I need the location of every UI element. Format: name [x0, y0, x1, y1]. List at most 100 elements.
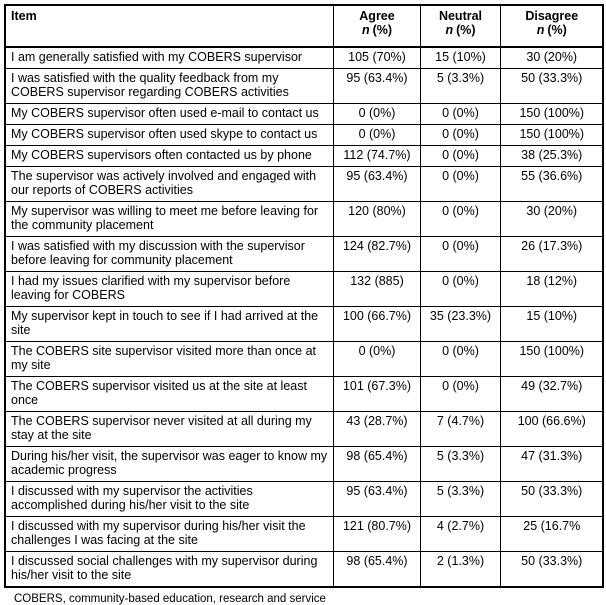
neutral-cell: 15 (10%)	[419, 46, 501, 69]
neutral-cell: 0 (0%)	[419, 103, 501, 125]
pct-symbol: (%)	[456, 23, 476, 37]
col-header-neutral-npct: n (%)	[426, 23, 496, 37]
col-header-agree: Agree n (%)	[332, 4, 421, 48]
disagree-cell: 38 (25.3%)	[499, 145, 604, 167]
agree-cell: 112 (74.7%)	[332, 145, 421, 167]
disagree-cell: 30 (20%)	[499, 46, 604, 69]
disagree-cell: 49 (32.7%)	[499, 376, 604, 412]
header-row: Item Agree n (%) Neutral n (%) Disagree n(…	[4, 4, 604, 48]
neutral-cell: 5 (3.3%)	[419, 481, 501, 517]
n-symbol: n	[536, 23, 545, 37]
table-row: I discussed with my supervisor during hi…	[4, 516, 604, 552]
neutral-cell: 2 (1.3%)	[419, 551, 501, 588]
table-row: I was satisfied with my discussion with …	[4, 236, 604, 272]
table-row: My COBERS supervisor often used e-mail t…	[4, 103, 604, 125]
neutral-cell: 0 (0%)	[419, 145, 501, 167]
agree-cell: 121 (80.7%)	[332, 516, 421, 552]
agree-cell: 43 (28.7%)	[332, 411, 421, 447]
col-header-neutral: Neutral n (%)	[419, 4, 501, 48]
table-row: The COBERS supervisor visited us at the …	[4, 376, 604, 412]
disagree-cell: 15 (10%)	[499, 306, 604, 342]
pct-symbol: (%)	[372, 23, 393, 37]
disagree-cell: 50 (33.3%)	[499, 481, 604, 517]
item-cell: I had my issues clarified with my superv…	[4, 271, 334, 307]
table-row: My COBERS supervisor often used skype to…	[4, 124, 604, 146]
disagree-cell: 30 (20%)	[499, 201, 604, 237]
agree-cell: 95 (63.4%)	[332, 68, 421, 104]
neutral-cell: 7 (4.7%)	[419, 411, 501, 447]
item-cell: During his/her visit, the supervisor was…	[4, 446, 334, 482]
table-row: The supervisor was actively involved and…	[4, 166, 604, 202]
col-header-disagree-npct: n (%)	[506, 23, 599, 37]
disagree-cell: 150 (100%)	[499, 124, 604, 146]
table-row: I was satisfied with the quality feedbac…	[4, 68, 604, 104]
table-row: The COBERS site supervisor visited more …	[4, 341, 604, 377]
table-row: The COBERS supervisor never visited at a…	[4, 411, 604, 447]
neutral-cell: 0 (0%)	[419, 271, 501, 307]
table-row: During his/her visit, the supervisor was…	[4, 446, 604, 482]
neutral-cell: 5 (3.3%)	[419, 68, 501, 104]
disagree-cell: 50 (33.3%)	[499, 551, 604, 588]
agree-cell: 95 (63.4%)	[332, 481, 421, 517]
item-cell: The COBERS supervisor never visited at a…	[4, 411, 334, 447]
item-cell: My COBERS supervisor often used skype to…	[4, 124, 334, 146]
agree-cell: 0 (0%)	[332, 103, 421, 125]
agree-cell: 0 (0%)	[332, 124, 421, 146]
neutral-cell: 35 (23.3%)	[419, 306, 501, 342]
item-cell: My supervisor was willing to meet me bef…	[4, 201, 334, 237]
table-row: I discussed with my supervisor the activ…	[4, 481, 604, 517]
neutral-cell: 0 (0%)	[419, 236, 501, 272]
agree-cell: 120 (80%)	[332, 201, 421, 237]
agree-cell: 105 (70%)	[332, 46, 421, 69]
results-table: Item Agree n (%) Neutral n (%) Disagree n(…	[4, 4, 604, 588]
item-cell: I discussed with my supervisor the activ…	[4, 481, 334, 517]
agree-cell: 101 (67.3%)	[332, 376, 421, 412]
item-cell: My supervisor kept in touch to see if I …	[4, 306, 334, 342]
table-row: My supervisor kept in touch to see if I …	[4, 306, 604, 342]
agree-cell: 95 (63.4%)	[332, 166, 421, 202]
item-cell: My COBERS supervisor often used e-mail t…	[4, 103, 334, 125]
neutral-cell: 0 (0%)	[419, 376, 501, 412]
disagree-cell: 150 (100%)	[499, 341, 604, 377]
item-cell: I was satisfied with the quality feedbac…	[4, 68, 334, 104]
n-symbol: n	[445, 23, 454, 37]
table-row: I discussed social challenges with my su…	[4, 551, 604, 588]
disagree-cell: 25 (16.7%	[499, 516, 604, 552]
item-cell: The COBERS site supervisor visited more …	[4, 341, 334, 377]
table-row: My supervisor was willing to meet me bef…	[4, 201, 604, 237]
item-cell: I was satisfied with my discussion with …	[4, 236, 334, 272]
item-cell: The COBERS supervisor visited us at the …	[4, 376, 334, 412]
agree-cell: 132 (885)	[332, 271, 421, 307]
disagree-cell: 150 (100%)	[499, 103, 604, 125]
disagree-cell: 18 (12%)	[499, 271, 604, 307]
disagree-cell: 26 (17.3%)	[499, 236, 604, 272]
col-header-agree-npct: n (%)	[339, 23, 416, 37]
n-symbol: n	[361, 23, 370, 37]
agree-cell: 98 (65.4%)	[332, 551, 421, 588]
table-body: I am generally satisfied with my COBERS …	[4, 46, 604, 588]
item-cell: I discussed social challenges with my su…	[4, 551, 334, 588]
col-header-disagree: Disagree n (%)	[499, 4, 604, 48]
agree-cell: 98 (65.4%)	[332, 446, 421, 482]
item-cell: I discussed with my supervisor during hi…	[4, 516, 334, 552]
neutral-cell: 0 (0%)	[419, 341, 501, 377]
col-header-disagree-label: Disagree	[525, 9, 579, 23]
agree-cell: 100 (66.7%)	[332, 306, 421, 342]
disagree-cell: 50 (33.3%)	[499, 68, 604, 104]
table-row: My COBERS supervisors often contacted us…	[4, 145, 604, 167]
neutral-cell: 0 (0%)	[419, 124, 501, 146]
neutral-cell: 0 (0%)	[419, 201, 501, 237]
table-row: I had my issues clarified with my superv…	[4, 271, 604, 307]
item-cell: The supervisor was actively involved and…	[4, 166, 334, 202]
table-row: I am generally satisfied with my COBERS …	[4, 46, 604, 69]
disagree-cell: 55 (36.6%)	[499, 166, 604, 202]
neutral-cell: 4 (2.7%)	[419, 516, 501, 552]
pct-symbol: (%)	[547, 23, 567, 37]
disagree-cell: 100 (66.6%)	[499, 411, 604, 447]
neutral-cell: 5 (3.3%)	[419, 446, 501, 482]
agree-cell: 0 (0%)	[332, 341, 421, 377]
neutral-cell: 0 (0%)	[419, 166, 501, 202]
item-cell: I am generally satisfied with my COBERS …	[4, 46, 334, 69]
disagree-cell: 47 (31.3%)	[499, 446, 604, 482]
